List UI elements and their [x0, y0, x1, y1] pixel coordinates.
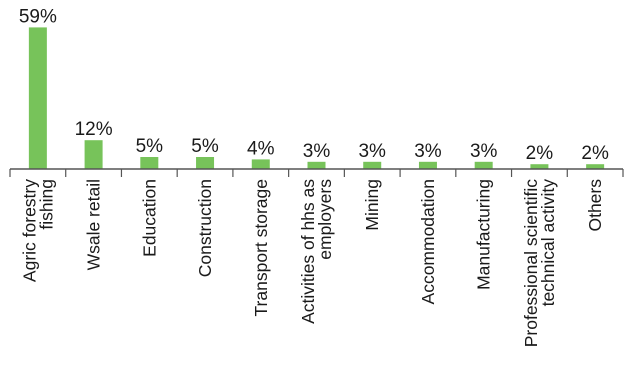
category-label-line: Agric forestry: [19, 179, 39, 282]
category-label: Mining: [362, 179, 382, 231]
category-label: Construction: [195, 179, 215, 277]
bar: [140, 157, 159, 169]
data-label: 59%: [19, 6, 57, 27]
category-label: Others: [585, 179, 605, 232]
bar: [474, 161, 493, 169]
category-label-line: employers: [315, 179, 335, 260]
category-label-line: technical activity: [538, 179, 558, 307]
data-label: 3%: [303, 141, 331, 162]
category-label: Transport storage: [251, 179, 271, 316]
category-label-line: Manufacturing: [474, 179, 494, 290]
value-labels-group: 59% 12% 5% 5% 4% 3% 3% 3% 3% 2% 2%: [19, 6, 609, 164]
category-label-line: Activities of hhs as: [298, 179, 318, 324]
bar: [251, 159, 270, 169]
category-label-line: Transport storage: [251, 179, 271, 316]
category-label-line: Others: [585, 179, 605, 232]
category-label: Accommodation: [418, 179, 438, 304]
bar: [586, 164, 605, 169]
x-axis: [9, 168, 624, 177]
category-label-line: Mining: [362, 179, 382, 231]
data-label: 12%: [75, 119, 113, 140]
bar: [196, 157, 215, 169]
category-label: Wsale retail: [84, 179, 104, 270]
data-label: 5%: [191, 136, 219, 157]
category-label: Manufacturing: [474, 179, 494, 290]
data-label: 2%: [526, 143, 554, 164]
bar: [530, 164, 549, 169]
data-label: 3%: [470, 141, 498, 162]
bar: [363, 161, 382, 169]
data-label: 3%: [358, 141, 386, 162]
bar: [28, 27, 47, 170]
bar: [418, 161, 437, 169]
bars-group: [28, 27, 605, 170]
category-label-line: fishing: [36, 179, 56, 230]
category-label: Education: [139, 179, 159, 257]
data-label: 2%: [581, 143, 609, 164]
data-label: 5%: [136, 136, 164, 157]
data-label: 3%: [414, 141, 442, 162]
bar: [84, 140, 103, 169]
category-label-line: Accommodation: [418, 179, 438, 304]
category-label-line: Professional scientific: [521, 179, 541, 348]
category-label-line: Construction: [195, 179, 215, 277]
category-label-line: Wsale retail: [84, 179, 104, 270]
data-label: 4%: [247, 138, 275, 159]
bar: [307, 161, 326, 169]
category-label-line: Education: [139, 179, 159, 257]
